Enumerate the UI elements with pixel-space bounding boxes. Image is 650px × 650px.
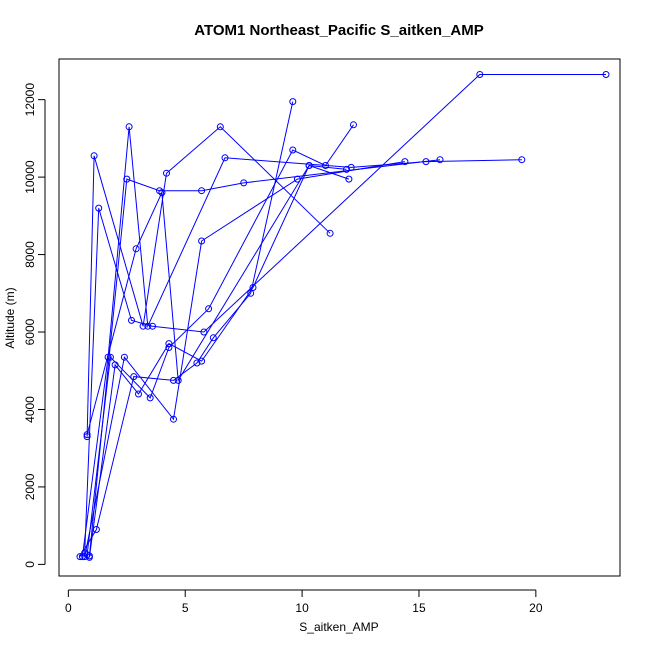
data-point — [305, 162, 313, 169]
data-point — [104, 353, 112, 361]
data-point — [170, 376, 177, 384]
data-point — [83, 431, 91, 439]
data-point — [139, 322, 147, 330]
data-point — [120, 353, 128, 361]
data-point — [165, 344, 173, 351]
data-point — [216, 123, 224, 131]
data-point — [90, 152, 98, 160]
x-tick-label: 10 — [295, 601, 309, 615]
data-point — [95, 204, 103, 212]
data-point — [81, 549, 89, 557]
data-point — [146, 394, 154, 402]
data-point — [85, 552, 93, 560]
data-point — [240, 179, 248, 187]
data-point — [249, 284, 257, 291]
data-point — [92, 526, 100, 533]
data-point — [193, 359, 201, 367]
series-line — [84, 74, 606, 553]
data-point — [123, 175, 131, 183]
series-line — [88, 164, 350, 558]
series-line — [84, 161, 405, 557]
x-tick-label: 15 — [412, 601, 426, 615]
y-tick-label: 6000 — [23, 318, 37, 345]
data-point — [205, 305, 213, 313]
series-line — [81, 126, 522, 557]
data-point — [436, 156, 444, 164]
y-tick-label: 2000 — [23, 473, 37, 500]
data-point — [198, 357, 206, 365]
series-line — [86, 124, 354, 555]
data-point — [165, 340, 173, 348]
data-point — [111, 361, 119, 369]
data-point — [602, 71, 610, 78]
data-point — [345, 175, 353, 183]
data-point — [83, 433, 91, 441]
series-line — [79, 101, 294, 557]
x-tick-label: 0 — [65, 601, 72, 615]
x-tick-label: 5 — [182, 601, 189, 615]
chart-title: ATOM1 Northeast_Pacific S_aitken_AMP — [194, 22, 484, 39]
data-point — [401, 158, 409, 166]
data-point — [200, 328, 208, 336]
data-point — [81, 553, 89, 561]
y-axis: 0 2000 4000 6000 8000 10000 12000 — [23, 83, 46, 568]
data-point — [106, 353, 114, 361]
data-point — [135, 390, 142, 398]
data-point — [347, 163, 355, 171]
series-line — [88, 159, 441, 556]
data-point — [76, 553, 84, 561]
data-point — [130, 373, 138, 381]
data-point — [132, 245, 140, 253]
data-point — [149, 322, 156, 330]
data-point — [209, 334, 217, 342]
data-point — [163, 169, 170, 177]
data-point — [156, 187, 163, 195]
data-point — [322, 162, 329, 169]
data-point — [221, 154, 229, 162]
data-point — [289, 98, 297, 106]
data-point — [326, 229, 334, 237]
data-point — [422, 158, 430, 166]
y-tick-label: 12000 — [23, 83, 37, 117]
data-point — [128, 316, 135, 324]
data-point — [170, 415, 177, 423]
data-point — [289, 146, 297, 154]
y-tick-label: 4000 — [23, 396, 37, 423]
data-point — [78, 553, 86, 561]
series-lines — [79, 74, 606, 558]
data-point — [174, 376, 182, 384]
x-tick-label: 20 — [529, 601, 543, 615]
series-points — [76, 71, 610, 561]
y-tick-label: 8000 — [23, 241, 37, 268]
y-axis-label: Altitude (m) — [3, 287, 17, 348]
data-point — [144, 322, 152, 330]
x-axis: 0 5 10 15 20 — [65, 589, 543, 615]
data-point — [518, 156, 526, 164]
data-point — [198, 187, 206, 195]
data-point — [343, 165, 350, 173]
data-point — [247, 289, 255, 297]
data-point — [198, 237, 206, 245]
series-line — [86, 126, 331, 437]
data-point — [293, 175, 301, 183]
plot-frame — [58, 58, 621, 577]
series-line — [86, 164, 347, 435]
y-tick-label: 0 — [23, 561, 37, 568]
x-axis-label: S_aitken_AMP — [299, 620, 378, 634]
data-point — [350, 121, 357, 129]
data-point — [125, 123, 133, 131]
data-point — [476, 71, 484, 78]
y-tick-label: 10000 — [23, 160, 37, 194]
